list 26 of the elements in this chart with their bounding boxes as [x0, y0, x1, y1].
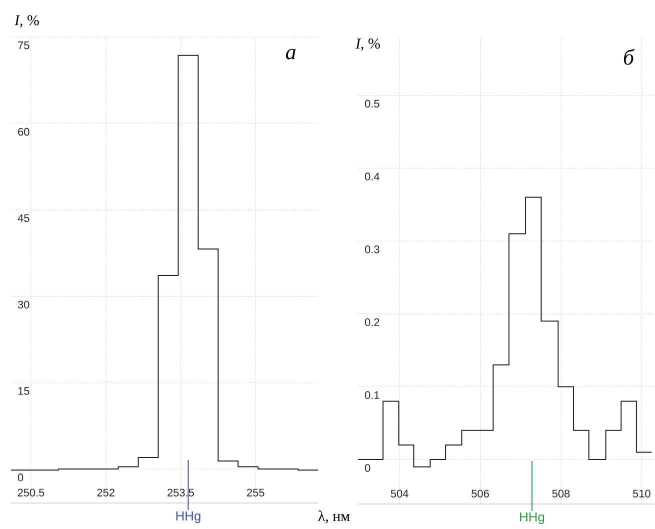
ref-line-label: HHg [176, 512, 200, 524]
y-tick-label: 0.4 [364, 172, 380, 180]
y-tick-label: 0.5 [364, 100, 380, 108]
x-tick-label: 506 [472, 490, 489, 498]
y-axis-title: I, % [14, 15, 39, 28]
x-tick-label: 510 [632, 490, 650, 498]
y-tick-label: 0 [364, 464, 370, 472]
y-tick-label: 60 [18, 128, 30, 136]
y-tick-label: 75 [18, 42, 30, 50]
y-tick-label: 30 [18, 300, 30, 308]
y-tick-label: 0 [18, 474, 24, 482]
x-tick-label: 504 [390, 490, 408, 498]
annotation: а [286, 48, 296, 60]
x-tick-label: 255 [247, 488, 264, 496]
x-tick-label: 508 [552, 490, 570, 498]
y-axis-title: I, % [355, 38, 380, 51]
y-tick-label: 0.2 [364, 318, 380, 326]
ref-line-label: HHg [520, 512, 544, 524]
annotation: б [624, 48, 635, 65]
x-axis-title: λ, нм [318, 510, 350, 524]
y-tick-label: 45 [18, 214, 30, 222]
x-tick-label: 250.5 [18, 488, 44, 496]
y-tick-label: 15 [18, 387, 30, 395]
y-tick-label: 0.3 [364, 246, 380, 254]
x-tick-label: 252 [97, 488, 114, 496]
y-tick-label: 0.1 [364, 391, 380, 399]
